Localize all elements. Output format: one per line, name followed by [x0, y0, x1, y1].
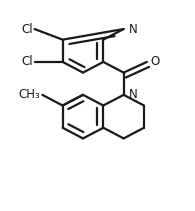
Text: Cl: Cl: [21, 55, 33, 68]
Text: Cl: Cl: [21, 23, 33, 35]
Text: CH₃: CH₃: [19, 88, 40, 101]
Text: O: O: [151, 55, 160, 68]
Text: N: N: [129, 23, 137, 35]
Text: N: N: [129, 88, 137, 101]
